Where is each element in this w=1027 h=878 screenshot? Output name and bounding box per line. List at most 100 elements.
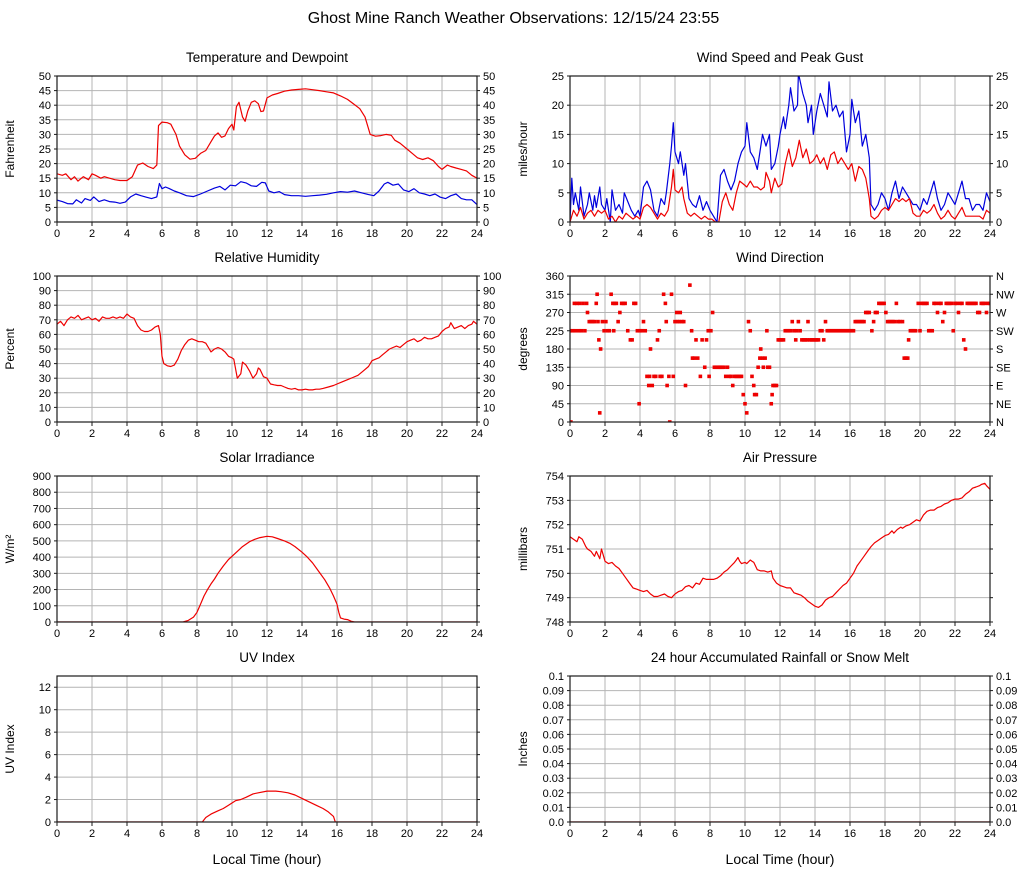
svg-text:30: 30: [483, 373, 495, 385]
svg-text:45: 45: [38, 86, 50, 98]
svg-text:16: 16: [843, 828, 855, 840]
svg-text:14: 14: [295, 428, 307, 440]
svg-text:749: 749: [545, 593, 563, 605]
svg-text:10: 10: [225, 628, 237, 640]
svg-text:0: 0: [483, 217, 489, 229]
svg-text:0.08: 0.08: [542, 700, 563, 712]
svg-text:6: 6: [158, 828, 164, 840]
svg-text:W: W: [996, 308, 1007, 320]
svg-text:5: 5: [996, 188, 1002, 200]
svg-text:20: 20: [483, 159, 495, 171]
svg-text:24: 24: [470, 828, 482, 840]
svg-text:700: 700: [32, 503, 50, 515]
chart-relative-humidity: 0 2 4 6 8 10 12 14 16 18 20 22 24 0 0 10 10 20 20 30 30 40 40 5…: [1, 246, 514, 446]
svg-text:100: 100: [483, 271, 501, 283]
svg-text:4: 4: [123, 428, 129, 440]
svg-text:14: 14: [808, 228, 820, 240]
svg-text:2: 2: [88, 428, 94, 440]
svg-text:20: 20: [400, 428, 412, 440]
svg-text:0: 0: [53, 828, 59, 840]
svg-text:6: 6: [671, 828, 677, 840]
svg-text:22: 22: [435, 228, 447, 240]
svg-text:135: 135: [545, 362, 563, 374]
svg-text:22: 22: [948, 428, 960, 440]
svg-text:degrees: degrees: [516, 327, 530, 370]
rainfall-canvas: 0 2 4 6 8 10 12 14 16 18 20 22 240.0 0.00.01 0.010.02 0…: [516, 650, 1017, 867]
svg-text:754: 754: [545, 471, 563, 483]
svg-text:748: 748: [545, 617, 563, 629]
svg-text:6: 6: [158, 428, 164, 440]
svg-text:14: 14: [808, 828, 820, 840]
svg-text:50: 50: [483, 71, 495, 83]
svg-text:30: 30: [483, 129, 495, 141]
svg-text:752: 752: [545, 520, 563, 532]
svg-text:0: 0: [996, 217, 1002, 229]
svg-text:0: 0: [557, 217, 563, 229]
svg-text:2: 2: [601, 828, 607, 840]
chart-rainfall: 0 2 4 6 8 10 12 14 16 18 20 22 24 0.0 0.0 0.01 0.01 0.02 0…: [514, 646, 1027, 876]
svg-text:millibars: millibars: [516, 527, 530, 571]
svg-text:Relative Humidity: Relative Humidity: [214, 250, 319, 265]
svg-text:0: 0: [566, 828, 572, 840]
svg-text:25: 25: [551, 71, 563, 83]
svg-text:35: 35: [38, 115, 50, 127]
svg-text:12: 12: [773, 628, 785, 640]
svg-text:10: 10: [225, 228, 237, 240]
chart-wind-speed-gust: 0 2 4 6 8 10 12 14 16 18 20 22 24 0 0 5 5 10 10 15 15 20 20 25 2…: [514, 46, 1027, 246]
svg-text:50: 50: [483, 344, 495, 356]
svg-text:0: 0: [53, 628, 59, 640]
svg-text:0.0: 0.0: [996, 817, 1011, 829]
svg-text:0.03: 0.03: [996, 773, 1017, 785]
svg-text:15: 15: [996, 129, 1008, 141]
svg-text:Percent: Percent: [3, 328, 17, 370]
svg-text:miles/hour: miles/hour: [516, 121, 530, 176]
air-pressure-canvas: 0 2 4 6 8 10 12 14 16 18 20 22 247487497507517527537…: [516, 450, 996, 640]
svg-text:0.02: 0.02: [542, 788, 563, 800]
svg-text:70: 70: [38, 315, 50, 327]
solar-irradiance-canvas: 0 2 4 6 8 10 12 14 16 18 20 22 240100200300400500600…: [3, 450, 483, 640]
svg-text:50: 50: [38, 344, 50, 356]
svg-text:2: 2: [88, 228, 94, 240]
svg-text:Temperature and Dewpoint: Temperature and Dewpoint: [185, 50, 347, 65]
svg-text:0: 0: [44, 817, 50, 829]
svg-text:18: 18: [365, 828, 377, 840]
svg-text:20: 20: [38, 388, 50, 400]
svg-text:24: 24: [983, 228, 995, 240]
svg-text:E: E: [996, 381, 1003, 393]
svg-text:30: 30: [38, 129, 50, 141]
svg-text:SW: SW: [996, 326, 1014, 338]
svg-text:90: 90: [483, 286, 495, 298]
svg-text:0.05: 0.05: [996, 744, 1017, 756]
svg-text:40: 40: [483, 100, 495, 112]
svg-text:25: 25: [38, 144, 50, 156]
svg-text:5: 5: [557, 188, 563, 200]
svg-text:4: 4: [44, 772, 50, 784]
svg-text:10: 10: [996, 159, 1008, 171]
svg-text:20: 20: [400, 628, 412, 640]
svg-text:5: 5: [44, 202, 50, 214]
svg-text:8: 8: [706, 228, 712, 240]
svg-text:20: 20: [913, 828, 925, 840]
svg-text:UV Index: UV Index: [239, 650, 295, 665]
svg-text:0.06: 0.06: [996, 729, 1017, 741]
svg-text:16: 16: [843, 228, 855, 240]
svg-text:4: 4: [636, 628, 642, 640]
chart-solar-irradiance: 0 2 4 6 8 10 12 14 16 18 20 22 24 0 100 200 300 400 500 600…: [1, 446, 514, 646]
svg-text:8: 8: [706, 428, 712, 440]
svg-text:15: 15: [38, 173, 50, 185]
svg-text:315: 315: [545, 289, 563, 301]
svg-text:2: 2: [601, 628, 607, 640]
svg-text:80: 80: [38, 300, 50, 312]
svg-text:0.05: 0.05: [542, 744, 563, 756]
svg-text:16: 16: [843, 428, 855, 440]
svg-text:14: 14: [295, 228, 307, 240]
svg-text:90: 90: [551, 381, 563, 393]
svg-text:14: 14: [295, 628, 307, 640]
svg-text:18: 18: [878, 628, 890, 640]
svg-text:0.07: 0.07: [542, 715, 563, 727]
svg-text:45: 45: [483, 86, 495, 98]
svg-text:100: 100: [32, 271, 50, 283]
svg-text:16: 16: [330, 428, 342, 440]
